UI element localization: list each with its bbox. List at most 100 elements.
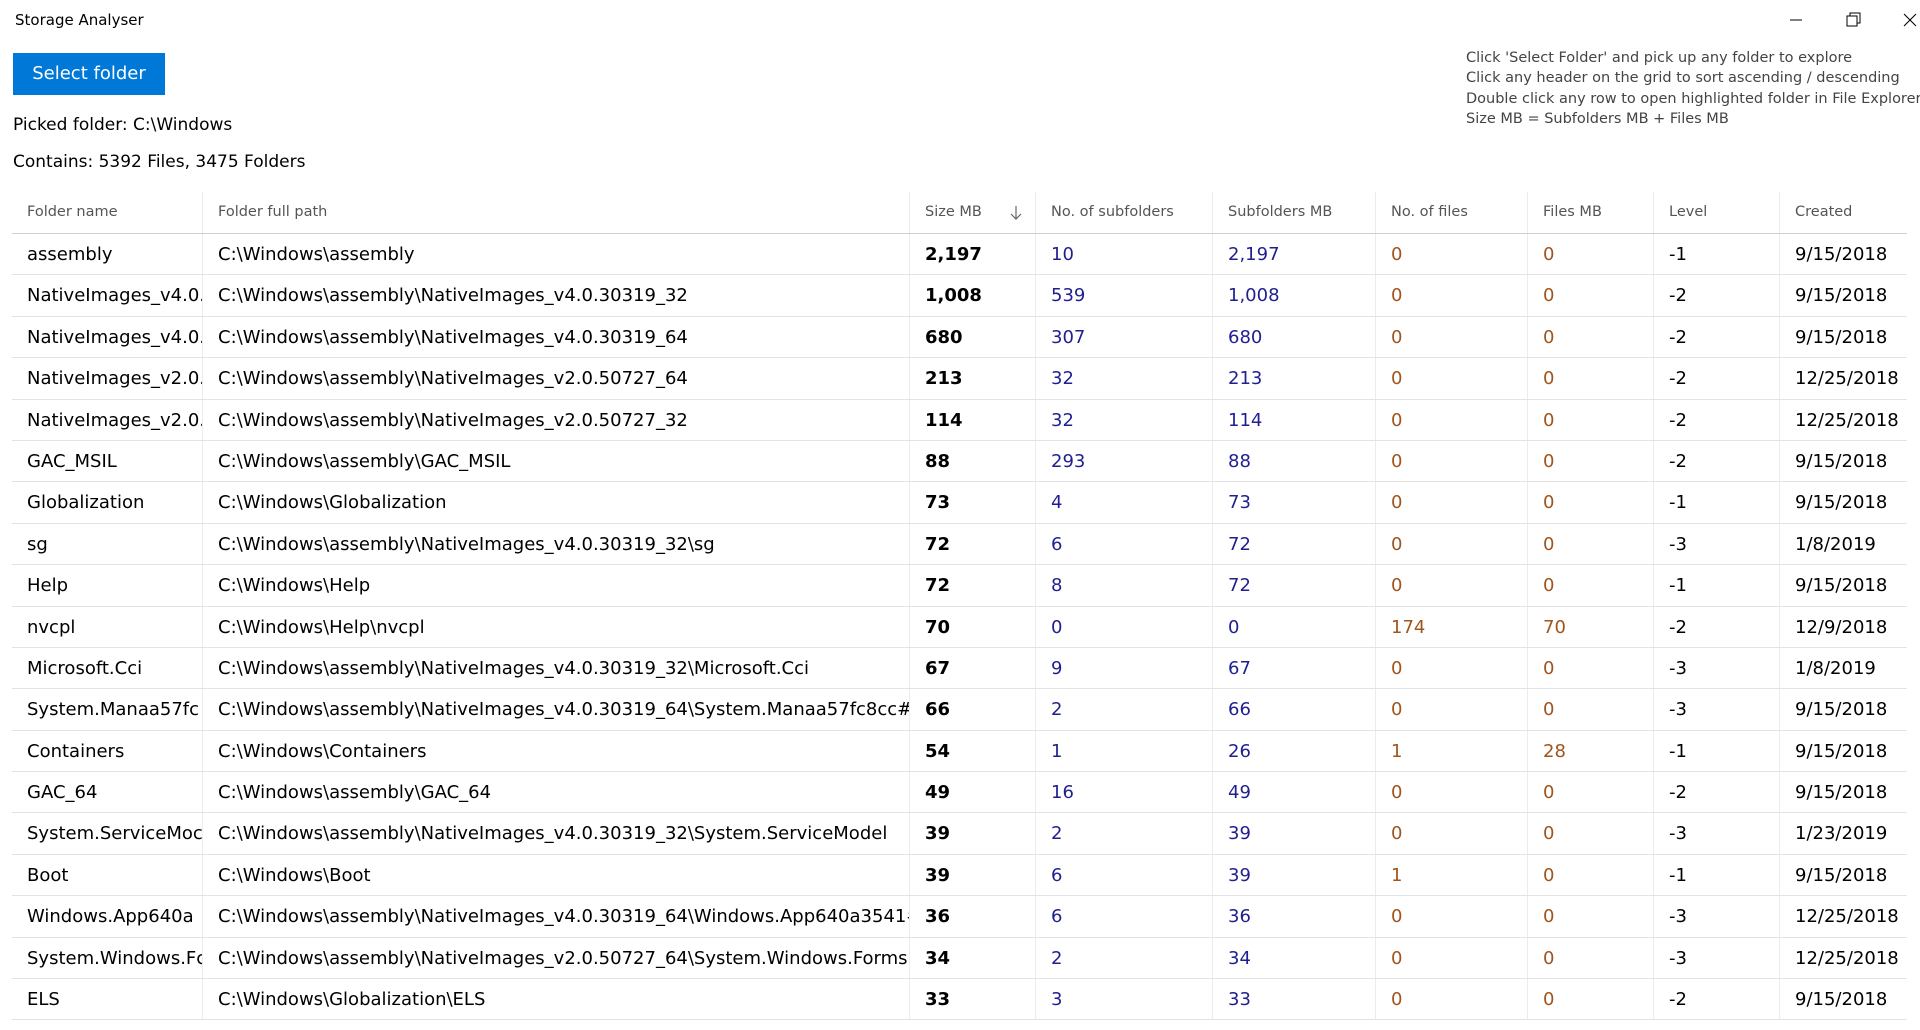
grid-cell: 1	[1035, 730, 1212, 772]
grid-row[interactable]: GAC_MSIL C:\Windows\assembly\GAC_MSIL 88 29…	[12, 440, 1907, 483]
grid-cell: 174	[1375, 606, 1527, 647]
grid-cell: 9/15/2018	[1779, 482, 1907, 523]
grid-cell: 0	[1375, 772, 1527, 813]
column-header[interactable]: Created	[1779, 192, 1907, 233]
column-header[interactable]: Folder full path	[202, 192, 909, 233]
grid-cell: 0	[1527, 316, 1653, 358]
grid-cell: C:\Windows\Containers	[202, 730, 909, 772]
grid-cell: 1	[1375, 730, 1527, 772]
grid-row[interactable]: NativeImages_v4.0. C:\Windows\assembly\Na…	[12, 275, 1907, 317]
grid-cell: 0	[1375, 813, 1527, 854]
grid-cell: -3	[1653, 523, 1779, 565]
grid-row[interactable]: Help C:\Windows\Help 72 8 72 0 0 -1 9/15/2018	[12, 565, 1907, 607]
grid-cell: Windows.App640a	[27, 906, 194, 928]
close-button[interactable]	[1900, 10, 1920, 30]
grid-row[interactable]: Boot C:\Windows\Boot 39 6 39 1 0 -1 9/15/2018	[12, 854, 1907, 897]
grid-cell: 36	[1212, 896, 1375, 937]
grid-cell: -1	[1653, 565, 1779, 606]
grid-cell: 72	[1212, 565, 1375, 606]
grid-cell: 1/8/2019	[1779, 523, 1907, 565]
grid-cell: -1	[1653, 482, 1779, 523]
grid-cell: 34	[909, 937, 1035, 979]
grid-cell: 39	[1212, 854, 1375, 896]
grid-cell: 0	[1527, 523, 1653, 565]
grid-row[interactable]: GAC_64 C:\Windows\assembly\GAC_64 49 16 49 0 0…	[12, 772, 1907, 814]
grid-row[interactable]: System.Windows.Fc C:\Windows\assembly\Nat…	[12, 937, 1907, 980]
grid-cell: 114	[1212, 399, 1375, 440]
grid-cell: 0	[1375, 440, 1527, 482]
grid-cell: 1	[1375, 854, 1527, 896]
grid-cell: -2	[1653, 275, 1779, 316]
picked-folder: Picked folder: C:\Windows	[13, 115, 233, 135]
grid-cell: 9/15/2018	[1779, 689, 1907, 730]
grid-cell: C:\Windows\assembly\NativeImages_v4.0.30…	[202, 896, 909, 937]
grid-cell: 0	[1375, 565, 1527, 606]
grid-cell: 72	[1212, 523, 1375, 565]
grid-cell: 0	[1375, 316, 1527, 358]
grid-cell: 0	[1527, 689, 1653, 730]
grid-cell: -2	[1653, 440, 1779, 482]
restore-button[interactable]	[1843, 10, 1863, 30]
grid-row[interactable]: NativeImages_v2.0. C:\Windows\assembly\Na…	[12, 358, 1907, 400]
grid-cell: System.ServiceMoc	[27, 823, 202, 845]
grid-cell: 66	[909, 689, 1035, 730]
column-header[interactable]: No. of subfolders	[1035, 192, 1212, 233]
grid-cell: 1/23/2019	[1779, 813, 1907, 854]
column-header[interactable]: Level	[1653, 192, 1779, 233]
grid-cell: 213	[1212, 358, 1375, 399]
grid-cell: 0	[1527, 813, 1653, 854]
grid-row[interactable]: Microsoft.Cci C:\Windows\assembly\NativeI…	[12, 647, 1907, 690]
grid-cell: 26	[1212, 730, 1375, 772]
column-header[interactable]: Subfolders MB	[1212, 192, 1375, 233]
grid-cell: Globalization	[27, 492, 145, 514]
grid-cell: 4	[1035, 482, 1212, 523]
grid-cell: -1	[1653, 730, 1779, 772]
grid-row[interactable]: NativeImages_v4.0. C:\Windows\assembly\Na…	[12, 316, 1907, 359]
grid-row[interactable]: sg C:\Windows\assembly\NativeImages_v4.0.…	[12, 523, 1907, 566]
column-header[interactable]: Size MB	[909, 192, 1035, 233]
select-folder-button[interactable]: Select folder	[13, 53, 165, 95]
grid-cell: 680	[909, 316, 1035, 358]
grid-row[interactable]: nvcpl C:\Windows\Help\nvcpl 70 0 0 174 70 -2 12/…	[12, 606, 1907, 648]
grid-cell: sg	[27, 533, 48, 555]
grid-cell: 67	[1212, 647, 1375, 689]
grid-cell: 9/15/2018	[1779, 234, 1907, 275]
grid-cell: 0	[1527, 482, 1653, 523]
grid-row[interactable]: System.ServiceMoc C:\Windows\assembly\Nat…	[12, 813, 1907, 855]
grid-cell: C:\Windows\assembly\NativeImages_v4.0.30…	[202, 689, 909, 730]
grid-cell: C:\Windows\Boot	[202, 854, 909, 896]
grid-cell: C:\Windows\assembly\NativeImages_v2.0.50…	[202, 937, 909, 979]
grid-cell: -3	[1653, 689, 1779, 730]
grid-row[interactable]: ELS C:\Windows\Globalization\ELS 33 3 33 0 0 -2…	[12, 979, 1907, 1021]
grid-cell: 49	[1212, 772, 1375, 813]
grid-cell: Microsoft.Cci	[27, 657, 143, 679]
help-line: Click any header on the grid to sort asc…	[1466, 70, 1900, 87]
grid-cell: nvcpl	[27, 616, 76, 638]
minimize-button[interactable]	[1786, 10, 1806, 30]
grid-row[interactable]: Windows.App640a C:\Windows\assembly\Nativ…	[12, 896, 1907, 938]
grid-cell: C:\Windows\Globalization	[202, 482, 909, 523]
grid-row[interactable]: Containers C:\Windows\Containers 54 1 26 1 28-…	[12, 730, 1907, 773]
grid-cell: assembly	[27, 244, 113, 265]
grid-cell: 2	[1035, 813, 1212, 854]
grid-cell: System.Windows.Fc	[27, 947, 202, 969]
grid-row[interactable]: System.Manaa57fc C:\Windows\assembly\Nati…	[12, 689, 1907, 731]
column-header[interactable]: No. of files	[1375, 192, 1527, 233]
grid-cell: 9/15/2018	[1779, 316, 1907, 358]
grid-cell: 39	[909, 813, 1035, 854]
grid-cell: 0	[1375, 523, 1527, 565]
grid-cell: 2	[1035, 937, 1212, 979]
column-header[interactable]: Folder name	[27, 204, 118, 220]
grid-cell: 9/15/2018	[1779, 730, 1907, 772]
grid-cell: 73	[1212, 482, 1375, 523]
grid-row[interactable]: assembly C:\Windows\assembly 2,197 10 2,197 0…	[12, 234, 1907, 276]
grid-cell: 1,008	[909, 275, 1035, 316]
grid-cell: 33	[1212, 979, 1375, 1020]
grid-cell: 9	[1035, 647, 1212, 689]
grid-row[interactable]: Globalization C:\Windows\Globalization 73 4…	[12, 482, 1907, 524]
grid-row[interactable]: NativeImages_v2.0. C:\Windows\assembly\Na…	[12, 399, 1907, 441]
column-header[interactable]: Files MB	[1527, 192, 1653, 233]
grid-cell: C:\Windows\assembly\NativeImages_v4.0.30…	[202, 275, 909, 316]
grid-cell: 0	[1527, 937, 1653, 979]
